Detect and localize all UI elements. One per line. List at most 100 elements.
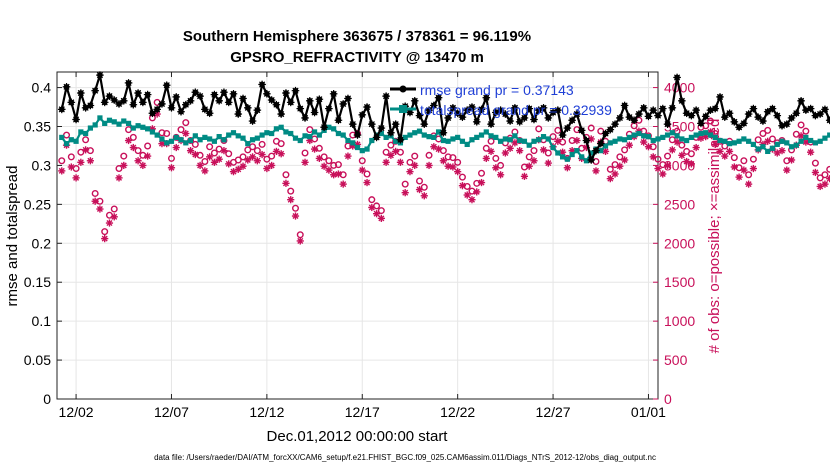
star-stroke bbox=[559, 149, 566, 156]
rmse-point bbox=[678, 97, 686, 105]
totalspread-point bbox=[183, 140, 189, 146]
star-stroke bbox=[736, 174, 743, 181]
obs-assimilated-point bbox=[296, 237, 304, 245]
totalspread-point bbox=[340, 132, 346, 138]
star-stroke bbox=[278, 150, 285, 157]
totalspread-point bbox=[822, 135, 828, 141]
rmse-point bbox=[725, 109, 734, 118]
star-stroke bbox=[569, 117, 576, 124]
star-stroke bbox=[344, 153, 351, 160]
star-stroke bbox=[516, 118, 523, 125]
totalspread-point bbox=[679, 136, 685, 142]
totalspread-point bbox=[121, 118, 127, 124]
star-stroke bbox=[440, 129, 447, 136]
rmse-point bbox=[306, 97, 314, 105]
star-stroke bbox=[545, 114, 552, 122]
obs-possible-point bbox=[497, 161, 505, 169]
obs-assimilated-point bbox=[778, 147, 786, 155]
totalspread-point bbox=[140, 124, 146, 130]
y-tick-label: 0.35 bbox=[24, 119, 51, 135]
totalspread-point bbox=[307, 134, 313, 140]
star-stroke bbox=[220, 89, 228, 96]
obs-assimilated-point bbox=[101, 235, 109, 243]
totalspread-point bbox=[416, 128, 423, 134]
star-stroke bbox=[750, 165, 757, 172]
totalspread-point bbox=[588, 150, 594, 156]
rmse-point bbox=[592, 146, 600, 155]
obs-possible-point bbox=[520, 163, 528, 171]
obs-possible-point bbox=[377, 207, 385, 215]
star-stroke bbox=[559, 131, 566, 139]
star-stroke bbox=[206, 110, 213, 117]
obs-possible-point bbox=[578, 144, 586, 152]
rmse-point bbox=[630, 116, 638, 125]
obs-assimilated-point bbox=[749, 164, 757, 173]
rmse-point bbox=[568, 116, 576, 125]
totalspread-point bbox=[808, 137, 814, 144]
obs-possible-point bbox=[754, 136, 762, 144]
rmse-point bbox=[91, 86, 99, 95]
star-stroke bbox=[659, 105, 666, 112]
obs-possible-point bbox=[487, 137, 495, 145]
rmse-point bbox=[382, 92, 390, 100]
totalspread-point bbox=[230, 130, 237, 136]
star-stroke bbox=[325, 167, 332, 174]
data-file-footer: data file: /Users/raeder/DAI/ATM_forcXX/… bbox=[154, 453, 656, 462]
totalspread-point bbox=[521, 138, 528, 144]
chart-subtitle: GPSRO_REFRACTIVITY @ 13470 m bbox=[230, 49, 484, 66]
obs-assimilated-point bbox=[563, 164, 571, 172]
rmse-point bbox=[782, 120, 791, 128]
star-stroke bbox=[182, 101, 189, 108]
obs-assimilated-point bbox=[387, 151, 395, 159]
rmse-point bbox=[477, 105, 486, 114]
star-stroke bbox=[793, 110, 800, 117]
totalspread-point bbox=[664, 132, 671, 138]
star-stroke bbox=[530, 116, 538, 123]
obs-assimilated-point bbox=[382, 158, 390, 166]
obs-assimilated-point bbox=[191, 150, 199, 159]
star-stroke bbox=[564, 164, 571, 171]
star-stroke bbox=[92, 198, 99, 205]
star-stroke bbox=[430, 143, 437, 150]
rmse-point bbox=[301, 114, 309, 122]
totalspread-point bbox=[560, 154, 566, 160]
obs-assimilated-point bbox=[253, 157, 261, 165]
obs-possible-point bbox=[63, 131, 71, 139]
obs-assimilated-point bbox=[401, 189, 409, 197]
totalspread-point bbox=[674, 133, 680, 139]
obs-possible-point bbox=[58, 157, 66, 165]
obs-possible-point bbox=[687, 150, 695, 158]
totalspread-point bbox=[393, 138, 399, 144]
obs-assimilated-point bbox=[358, 166, 366, 174]
star-stroke bbox=[139, 99, 146, 106]
star-stroke bbox=[683, 110, 690, 117]
totalspread-point bbox=[497, 138, 504, 144]
star-stroke bbox=[192, 89, 199, 96]
totalspread-point bbox=[254, 135, 260, 141]
star-stroke bbox=[583, 137, 590, 144]
star-stroke bbox=[802, 139, 809, 146]
rmse-point bbox=[797, 97, 805, 105]
obs-possible-point bbox=[764, 126, 772, 134]
obs-assimilated-point bbox=[172, 143, 180, 152]
obs-possible-point bbox=[473, 179, 481, 187]
obs-assimilated-point bbox=[287, 196, 295, 204]
totalspread-point bbox=[712, 134, 718, 140]
star-stroke bbox=[645, 113, 652, 120]
rmse-point bbox=[716, 93, 724, 101]
totalspread-point bbox=[788, 144, 795, 150]
rmse-point bbox=[754, 113, 762, 121]
obs-possible-point bbox=[783, 157, 791, 165]
rmse-point bbox=[620, 101, 629, 110]
star-stroke bbox=[468, 196, 475, 203]
obs-possible-point bbox=[191, 140, 199, 148]
rmse-point bbox=[649, 106, 658, 114]
star-stroke bbox=[254, 157, 261, 164]
star-stroke bbox=[459, 114, 466, 121]
star-stroke bbox=[263, 165, 270, 172]
obs-possible-point bbox=[439, 147, 447, 155]
rmse-point bbox=[472, 118, 481, 126]
y-tick-label: 0.25 bbox=[24, 196, 51, 212]
rmse-point bbox=[773, 111, 782, 120]
rmse-point bbox=[177, 107, 185, 116]
